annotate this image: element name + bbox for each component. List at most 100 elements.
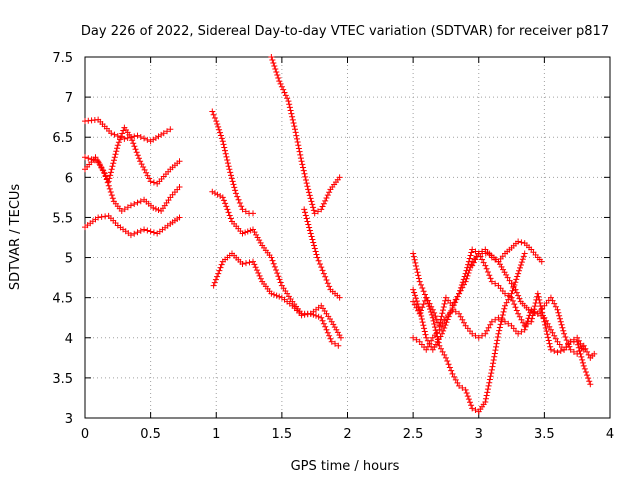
data-point <box>547 346 554 353</box>
data-point <box>215 123 222 130</box>
data-point <box>424 297 431 304</box>
data-point <box>107 169 114 176</box>
data-point <box>271 263 278 270</box>
data-point <box>134 199 141 206</box>
data-point <box>487 321 494 328</box>
y-tick-label: 4.5 <box>52 292 73 307</box>
data-point <box>295 142 302 149</box>
data-point <box>581 365 588 372</box>
data-point <box>176 183 183 190</box>
data-point <box>511 301 518 308</box>
data-point <box>219 194 226 201</box>
data-point <box>412 259 419 266</box>
data-point <box>276 293 283 300</box>
data-point <box>498 316 505 323</box>
data-point <box>150 229 157 236</box>
data-point <box>211 114 218 121</box>
data-point <box>440 304 447 311</box>
data-point <box>410 334 417 341</box>
data-point <box>426 340 433 347</box>
data-point <box>222 150 229 157</box>
data-point <box>472 248 479 255</box>
data-point <box>294 139 301 146</box>
data-point <box>485 382 492 389</box>
data-point <box>515 330 522 337</box>
data-point <box>502 290 508 297</box>
data-point <box>431 309 438 316</box>
data-point <box>487 373 494 380</box>
data-point <box>411 256 418 263</box>
data-point <box>288 110 295 117</box>
data-point <box>127 202 134 209</box>
data-point <box>256 237 263 244</box>
data-point <box>567 346 574 353</box>
data-point <box>276 276 283 283</box>
data-point <box>150 204 157 211</box>
data-point <box>538 258 545 265</box>
data-point <box>313 312 319 319</box>
data-point <box>438 323 445 330</box>
data-point <box>305 186 312 193</box>
data-point <box>431 344 438 351</box>
data-point <box>164 128 171 135</box>
data-point <box>469 262 476 269</box>
data-point <box>225 163 232 170</box>
data-point <box>577 340 584 347</box>
data-point <box>121 206 128 213</box>
data-point <box>210 111 217 118</box>
data-point <box>292 129 299 136</box>
data-point <box>121 135 128 142</box>
data-point <box>418 316 425 323</box>
data-point <box>320 320 327 327</box>
data-point <box>482 395 489 402</box>
data-point <box>469 246 476 253</box>
data-point <box>419 304 426 311</box>
x-tick-label: 1 <box>212 427 220 442</box>
data-point <box>493 343 500 350</box>
data-point <box>134 132 141 139</box>
data-point <box>474 253 481 260</box>
data-point <box>413 304 420 311</box>
data-point <box>150 179 157 186</box>
data-point <box>410 298 417 305</box>
data-point <box>585 375 592 382</box>
data-point <box>130 140 137 147</box>
data-point <box>257 239 264 246</box>
data-point <box>326 283 333 290</box>
data-point <box>272 66 279 73</box>
data-point <box>335 342 342 349</box>
data-point <box>306 192 313 199</box>
data-point <box>539 309 546 316</box>
data-point <box>255 270 262 277</box>
data-point <box>436 342 443 349</box>
data-point <box>302 209 309 216</box>
data-point <box>108 166 115 173</box>
data-point <box>445 313 452 320</box>
data-point <box>232 187 239 194</box>
data-point <box>143 169 150 176</box>
x-tick-labels: 0 0.5 1 1.5 2 2.5 3 3.5 4 <box>81 427 614 442</box>
data-point <box>483 327 490 334</box>
data-point <box>278 83 285 90</box>
data-point <box>334 329 341 336</box>
data-point <box>217 129 223 136</box>
data-point <box>452 376 459 383</box>
data-point <box>118 133 125 140</box>
data-point <box>440 307 447 314</box>
data-point <box>439 348 446 355</box>
data-point <box>110 160 117 167</box>
data-point <box>424 343 431 350</box>
data-point <box>454 293 461 300</box>
data-point <box>513 276 520 283</box>
data-point <box>318 206 325 213</box>
x-tick-label: 3 <box>475 427 483 442</box>
data-point <box>472 406 479 413</box>
data-point <box>176 214 183 221</box>
data-point <box>223 153 230 160</box>
data-point <box>521 250 528 257</box>
data-point <box>131 230 138 237</box>
data-point <box>134 229 141 236</box>
data-point <box>320 200 327 207</box>
data-point <box>222 147 228 154</box>
data-point <box>458 282 465 289</box>
